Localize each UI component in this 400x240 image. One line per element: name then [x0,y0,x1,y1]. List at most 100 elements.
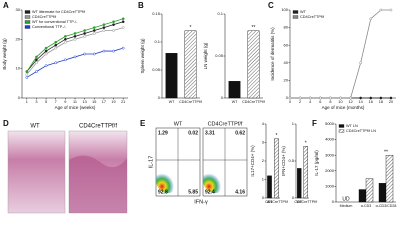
x-tick-label: 21 [121,100,125,104]
data-point [25,70,29,73]
flow-y-label: IL-17 [148,156,154,169]
x-tick-label: 10 [338,100,342,104]
data-point [92,26,96,29]
x-tick-label: 14 [359,100,363,104]
data-point [73,37,77,41]
legend-swatch [24,20,31,24]
data-point [73,55,77,59]
y-tick-label: 3 [262,140,265,145]
y-axis-label: IFN+CD4+ (%) [281,146,286,176]
legend-swatch [24,10,31,14]
y-axis-label: IL-17 (pg/ml) [314,150,319,176]
data-point [359,96,363,100]
legend-label: CD4CreTTPf/f LN [346,129,376,133]
bar [165,53,178,99]
data-point [64,35,67,38]
y-tick-label: 80 [284,25,289,30]
y-tick-label: 0.5 [288,158,294,163]
y-tick-label: 0.15 [152,11,161,16]
panel-label: A [3,1,9,10]
legend-swatch [24,25,31,29]
data-point [339,96,342,100]
y-tick-label: 20 [16,36,21,41]
annotation: UD [342,196,350,202]
y-axis-label: Body weight (g) [2,38,7,70]
y-tick-label: 10 [16,66,21,71]
data-point [73,32,77,35]
quadrant-value: 92.4 [205,189,215,195]
y-tick-label: 4 [262,121,265,126]
y-tick-label: 1000 [325,183,335,188]
data-point [121,26,125,29]
figure: A B C D E F WT CD4CreTTPf/f WT CD4CreTTP… [2,1,397,214]
data-point [92,29,96,32]
data-point [35,61,38,65]
x-tick-label: 11 [73,100,77,104]
y-axis-label: LN weight (g) [203,42,208,69]
legend-swatch [24,15,31,19]
bar [228,80,241,99]
y-tick-label: 0 [262,195,265,200]
x-tick-label: WT [169,100,175,104]
y-tick-label: 1 [262,177,265,182]
legend-swatch [292,15,299,19]
x-tick-label: 4 [309,100,311,104]
data-point [83,29,86,32]
x-tick-label: 19 [111,100,115,104]
data-point [359,61,363,65]
x-tick-label: 5 [45,100,47,104]
data-point [349,96,352,100]
bar [184,30,197,99]
y-tick-label: 0 [221,95,224,100]
quadrant-value: 5.85 [188,189,198,195]
x-tick-label: 3 [35,100,37,104]
x-tick-label: CD4CreTTPf/f [179,100,202,104]
annotation: * [305,141,307,147]
legend-label: WT littermate for CD4CreTTPf/f [32,10,86,14]
panel-label: C [268,1,274,10]
y-tick-label: 100 [281,7,288,12]
data-point [35,70,38,73]
data-point [83,32,86,35]
bar [385,154,394,203]
x-tick-label: WT [232,100,238,104]
quadrant-value: 4.16 [235,189,245,195]
y-tick-label: 2000 [325,168,335,173]
data-point [44,64,48,68]
data-point [298,96,302,100]
data-point [54,46,58,50]
y-tick-label: 0.1 [154,39,160,44]
histology-texture [69,155,127,213]
panel-label: F [312,119,317,128]
legend-label: WT LN [346,124,358,128]
bar [365,178,374,203]
data-point [121,20,125,24]
bar [378,183,387,203]
panel-label: E [140,119,146,128]
data-point [35,58,38,62]
x-tick-label: 8 [329,100,331,104]
data-point [44,49,48,53]
legend-swatch [292,10,299,14]
y-tick-label: 0 [158,95,161,100]
legend-label: WT [300,10,307,14]
data-point [379,96,383,100]
data-point [54,43,58,47]
panel-label: D [3,119,9,128]
x-tick-label: α-CD3/CD28 [376,204,397,208]
annotation: ** [252,25,256,31]
y-tick-label: 2 [262,158,265,163]
y-tick-label: 4000 [325,137,335,142]
flow-x-label: IFN-γ [194,199,208,205]
data-point [112,23,115,27]
histology-label: CD4CreTTPf/f [79,124,117,130]
data-point [54,61,58,65]
flow-title: CD4CreTTPf/f [208,121,243,127]
data-point [54,40,58,44]
data-point [102,26,106,29]
y-tick-label: 60 [284,42,289,47]
data-point [44,52,48,56]
x-tick-label: CD4CreTTPf/f [265,200,288,204]
bar [358,189,367,203]
data-point [389,96,393,100]
